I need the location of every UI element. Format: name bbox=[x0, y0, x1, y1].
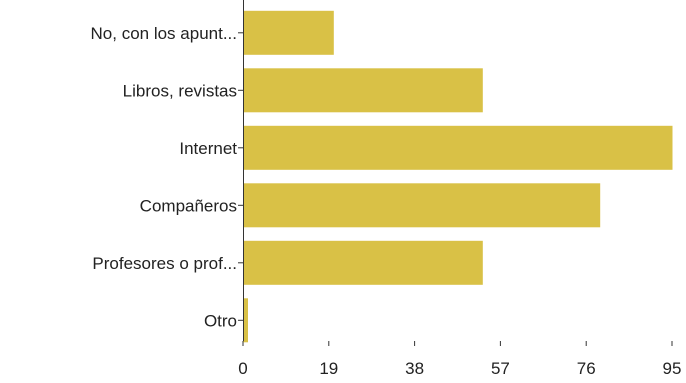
category-labels-group: No, con los apunt... Libros, revistas Inte… bbox=[91, 24, 238, 330]
category-label-0: No, con los apunt... bbox=[91, 24, 237, 43]
bars-group bbox=[243, 10, 673, 343]
category-label-4: Profesores o prof... bbox=[92, 254, 237, 273]
bar-3 bbox=[243, 183, 601, 228]
x-tick-label-3: 57 bbox=[491, 359, 510, 378]
category-label-3: Compañeros bbox=[140, 196, 237, 215]
category-label-2: Internet bbox=[179, 139, 237, 158]
x-tick-label-2: 38 bbox=[405, 359, 424, 378]
bar-2 bbox=[243, 125, 673, 170]
bar-1 bbox=[243, 68, 483, 113]
bar-5 bbox=[243, 298, 248, 343]
axes-group bbox=[238, 0, 244, 341]
x-tick-label-5: 95 bbox=[663, 359, 682, 378]
x-tick-label-0: 0 bbox=[238, 359, 247, 378]
x-tick-label-1: 19 bbox=[319, 359, 338, 378]
x-ticks-group: 0 19 38 57 76 95 bbox=[238, 341, 681, 378]
category-label-5: Otro bbox=[204, 311, 237, 330]
bar-4 bbox=[243, 240, 483, 285]
x-tick-label-4: 76 bbox=[577, 359, 596, 378]
category-label-1: Libros, revistas bbox=[123, 81, 237, 100]
bar-0 bbox=[243, 10, 334, 55]
